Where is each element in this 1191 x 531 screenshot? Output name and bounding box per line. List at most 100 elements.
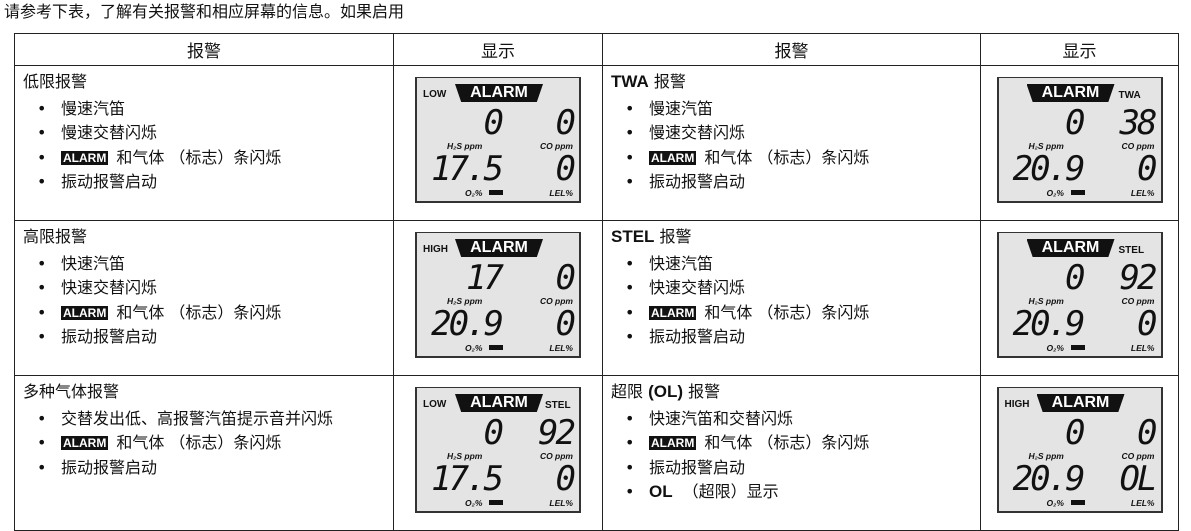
co-label: CO ppm: [1121, 141, 1155, 151]
list-item: 快速汽笛和交替闪烁: [625, 407, 972, 432]
item-text: 振动报警启动: [61, 457, 158, 477]
alarm-title-text: 高限报警: [23, 227, 88, 246]
o2-label: O₂%: [1046, 343, 1064, 353]
alarm-title: 低限报警: [23, 70, 385, 95]
alarm-indicator: ALARM: [1026, 239, 1115, 257]
alarm-title-text: 报警: [648, 72, 686, 91]
alarm-badge: ALARM: [61, 436, 109, 450]
alarm-type-suffix: STEL: [545, 400, 571, 411]
lcd-display: HIGH ALARM 0 0 H₂S ppm CO ppm 20.9 OL O₂% LEL%: [996, 387, 1163, 513]
list-item: 慢速汽笛: [37, 97, 385, 122]
battery-icon: [1070, 500, 1085, 505]
lel-reading: OL: [1119, 459, 1158, 499]
item-text: 和气体 （标志）条闪烁: [704, 433, 870, 452]
item-text: 振动报警启动: [61, 172, 158, 191]
list-item: 快速交替闪烁: [625, 276, 972, 301]
o2-reading: 20.9: [431, 304, 504, 344]
header-row: 报警 显示 报警 显示: [14, 33, 1179, 66]
list-item: ALARM 和气体 （标志）条闪烁: [37, 431, 385, 456]
alarm-badge: ALARM: [649, 150, 697, 165]
lcd-header: LOW ALARM: [417, 84, 579, 104]
co-reading: 92: [538, 413, 576, 453]
co-label: CO ppm: [539, 141, 573, 151]
item-text: 振动报警启动: [649, 327, 746, 346]
battery-icon: [489, 345, 503, 350]
display-cell: ALARM TWA 0 38 H₂S ppm CO ppm 20.9 0 O₂% LEL%: [980, 65, 1179, 221]
lcd-display: HIGH ALARM 17 0 H₂S ppm CO ppm 20.9 0 O₂% LEL%: [415, 232, 581, 358]
h2s-label: H₂S ppm: [1028, 296, 1064, 306]
header-display: 显示: [980, 33, 1179, 66]
co-label: CO ppm: [1121, 451, 1155, 461]
table-row: 低限报警慢速汽笛慢速交替闪烁 ALARM 和气体 （标志）条闪烁振动报警启动 LOW A…: [14, 65, 1179, 221]
alarm-title: STEL 报警: [611, 225, 972, 250]
alarm-level-prefix: HIGH: [423, 244, 448, 255]
alarm-indicator: ALARM: [455, 84, 543, 102]
item-text: 和气体 （标志）条闪烁: [116, 433, 282, 452]
item-text: （超限）显示: [682, 482, 779, 501]
list-item: 快速交替闪烁: [37, 276, 385, 301]
item-text: 慢速汽笛: [649, 98, 714, 118]
alarm-badge: ALARM: [649, 305, 697, 320]
lcd-display: LOW ALARM STEL 0 92 H₂S ppm CO ppm 17.5 0 O₂% LEL%: [415, 387, 581, 513]
lcd-header: HIGH ALARM: [999, 394, 1161, 414]
battery-icon: [1070, 345, 1085, 350]
item-text: 快速汽笛: [61, 253, 126, 273]
list-item: 振动报警启动: [37, 456, 385, 481]
lcd-header: ALARM TWA: [999, 84, 1161, 104]
lel-label: LEL%: [549, 343, 573, 353]
list-item: 振动报警启动: [37, 325, 385, 350]
list-item: ALARM 和气体 （标志）条闪烁: [37, 146, 385, 171]
h2s-label: H₂S ppm: [447, 296, 483, 306]
list-item: ALARM 和气体 （标志）条闪烁: [625, 146, 972, 171]
list-item: 振动报警启动: [37, 170, 385, 195]
item-text: 快速汽笛: [649, 253, 714, 273]
alarm-type-suffix: TWA: [1118, 90, 1141, 101]
list-item: ALARM 和气体 （标志）条闪烁: [37, 301, 385, 326]
list-item: 振动报警启动: [625, 325, 972, 350]
table-row: 高限报警快速汽笛快速交替闪烁 ALARM 和气体 （标志）条闪烁振动报警启动 HIGH…: [14, 220, 1179, 376]
alarm-behaviors: 快速汽笛和交替闪烁 ALARM 和气体 （标志）条闪烁振动报警启动 OL （超限）显示: [611, 407, 972, 505]
alarm-title-text: 多种气体报警: [23, 382, 120, 401]
battery-icon: [1070, 190, 1085, 195]
list-item: ALARM 和气体 （标志）条闪烁: [625, 301, 972, 326]
alarm-behaviors: 慢速汽笛慢速交替闪烁 ALARM 和气体 （标志）条闪烁振动报警启动: [23, 97, 385, 195]
alarm-cell: 超限 (OL) 报警快速汽笛和交替闪烁 ALARM 和气体 （标志）条闪烁振动报警启…: [602, 375, 981, 531]
list-item: 慢速交替闪烁: [625, 121, 972, 146]
item-text: 快速交替闪烁: [649, 278, 746, 297]
intro-text: 请参考下表，了解有关报警和相应屏幕的信息。如果启用: [4, 2, 405, 21]
alarm-indicator: ALARM: [1026, 84, 1115, 102]
ol-label: OL: [649, 482, 673, 501]
co-reading: 0: [555, 103, 576, 143]
lel-label: LEL%: [1130, 498, 1155, 508]
alarm-title: 高限报警: [23, 225, 385, 250]
item-text: 快速汽笛和交替闪烁: [649, 408, 794, 428]
item-text: 和气体 （标志）条闪烁: [704, 147, 870, 167]
alarm-indicator: ALARM: [1036, 394, 1125, 412]
lel-reading: 0: [1137, 304, 1157, 344]
item-text: 和气体 （标志）条闪烁: [116, 147, 282, 167]
lcd-header: ALARM STEL: [999, 239, 1161, 259]
lcd-display: ALARM STEL 0 92 H₂S ppm CO ppm 20.9 0 O₂% LEL%: [996, 232, 1163, 358]
alarm-type-suffix: STEL: [1118, 245, 1145, 256]
o2-reading: 20.9: [1012, 459, 1086, 499]
h2s-label: H₂S ppm: [447, 451, 483, 461]
item-text: 慢速交替闪烁: [649, 123, 746, 142]
h2s-reading: 0: [1065, 103, 1085, 143]
alarm-title: 多种气体报警: [23, 380, 385, 405]
display-cell: HIGH ALARM 17 0 H₂S ppm CO ppm 20.9 0 O₂% LEL%: [393, 220, 603, 376]
alarm-behaviors: 快速汽笛快速交替闪烁 ALARM 和气体 （标志）条闪烁振动报警启动: [611, 252, 972, 350]
list-item: 振动报警启动: [625, 170, 972, 195]
alarm-cell: 高限报警快速汽笛快速交替闪烁 ALARM 和气体 （标志）条闪烁振动报警启动: [14, 220, 394, 376]
alarm-title-text: 低限报警: [23, 72, 88, 91]
o2-label: O₂%: [1046, 188, 1064, 198]
co-reading: 0: [1137, 413, 1157, 453]
alarm-title-text: 超限: [611, 382, 649, 401]
alarm-badge: ALARM: [61, 305, 109, 320]
co-reading: 38: [1119, 103, 1158, 143]
o2-label: O₂%: [465, 343, 483, 353]
header-alarm: 报警: [602, 33, 981, 66]
list-item: ALARM 和气体 （标志）条闪烁: [625, 431, 972, 456]
lcd-header: LOW ALARM STEL: [417, 394, 579, 414]
o2-label: O₂%: [465, 498, 483, 508]
alarm-behaviors: 快速汽笛快速交替闪烁 ALARM 和气体 （标志）条闪烁振动报警启动: [23, 252, 385, 350]
